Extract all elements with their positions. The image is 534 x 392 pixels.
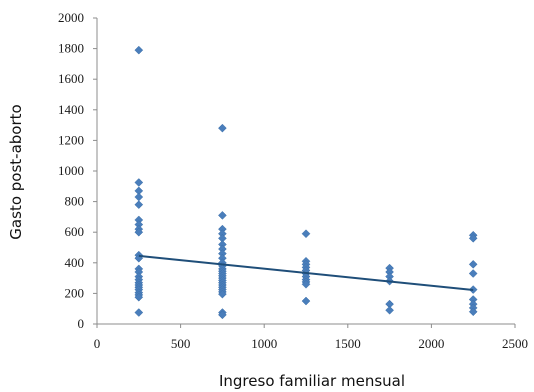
- data-point: [218, 289, 227, 299]
- x-tick-label: 2500: [502, 336, 528, 351]
- data-point: [468, 259, 478, 269]
- y-tick-label: 1400: [58, 102, 84, 117]
- data-point: [468, 307, 478, 317]
- y-tick-label: 800: [65, 194, 85, 209]
- x-tick-label: 500: [171, 336, 191, 351]
- data-point: [301, 229, 311, 239]
- x-axis-title: Ingreso familiar mensual: [219, 372, 405, 390]
- data-point: [134, 192, 144, 202]
- data-point: [218, 123, 227, 133]
- data-point: [134, 200, 144, 210]
- data-point: [385, 305, 394, 315]
- x-tick-label: 1500: [335, 336, 361, 351]
- y-axis: 0 200 400 600 800 1000 1200 1400 1600 1800 2000: [58, 10, 98, 331]
- data-point: [301, 296, 311, 306]
- y-tick-label: 1600: [58, 71, 84, 86]
- data-point: [134, 308, 144, 317]
- x-axis: 0 500 1000 1500 2000 2500: [94, 323, 528, 351]
- data-point: [134, 292, 144, 302]
- y-tick-label: 400: [65, 255, 85, 270]
- y-tick-label: 1000: [58, 163, 84, 178]
- y-tick-label: 2000: [58, 10, 84, 25]
- data-point: [218, 310, 227, 320]
- data-point: [301, 279, 311, 289]
- data-point: [134, 227, 144, 237]
- y-axis-title: Gasto post-aborto: [7, 104, 25, 239]
- y-tick-label: 1200: [58, 132, 84, 147]
- data-point: [468, 233, 478, 243]
- y-tick-label: 0: [78, 316, 85, 331]
- y-tick-label: 200: [65, 285, 85, 300]
- y-tick-label: 1800: [58, 41, 84, 56]
- trendline-segment: [138, 254, 474, 292]
- data-point: [218, 211, 227, 220]
- data-point: [468, 269, 478, 278]
- data-point: [134, 45, 144, 55]
- y-tick-label: 600: [65, 224, 85, 239]
- x-tick-label: 0: [94, 336, 101, 351]
- x-tick-label: 1000: [251, 336, 277, 351]
- data-point: [134, 178, 144, 187]
- trendline: [138, 254, 474, 292]
- data-points: [134, 45, 478, 320]
- x-tick-label: 2000: [418, 336, 444, 351]
